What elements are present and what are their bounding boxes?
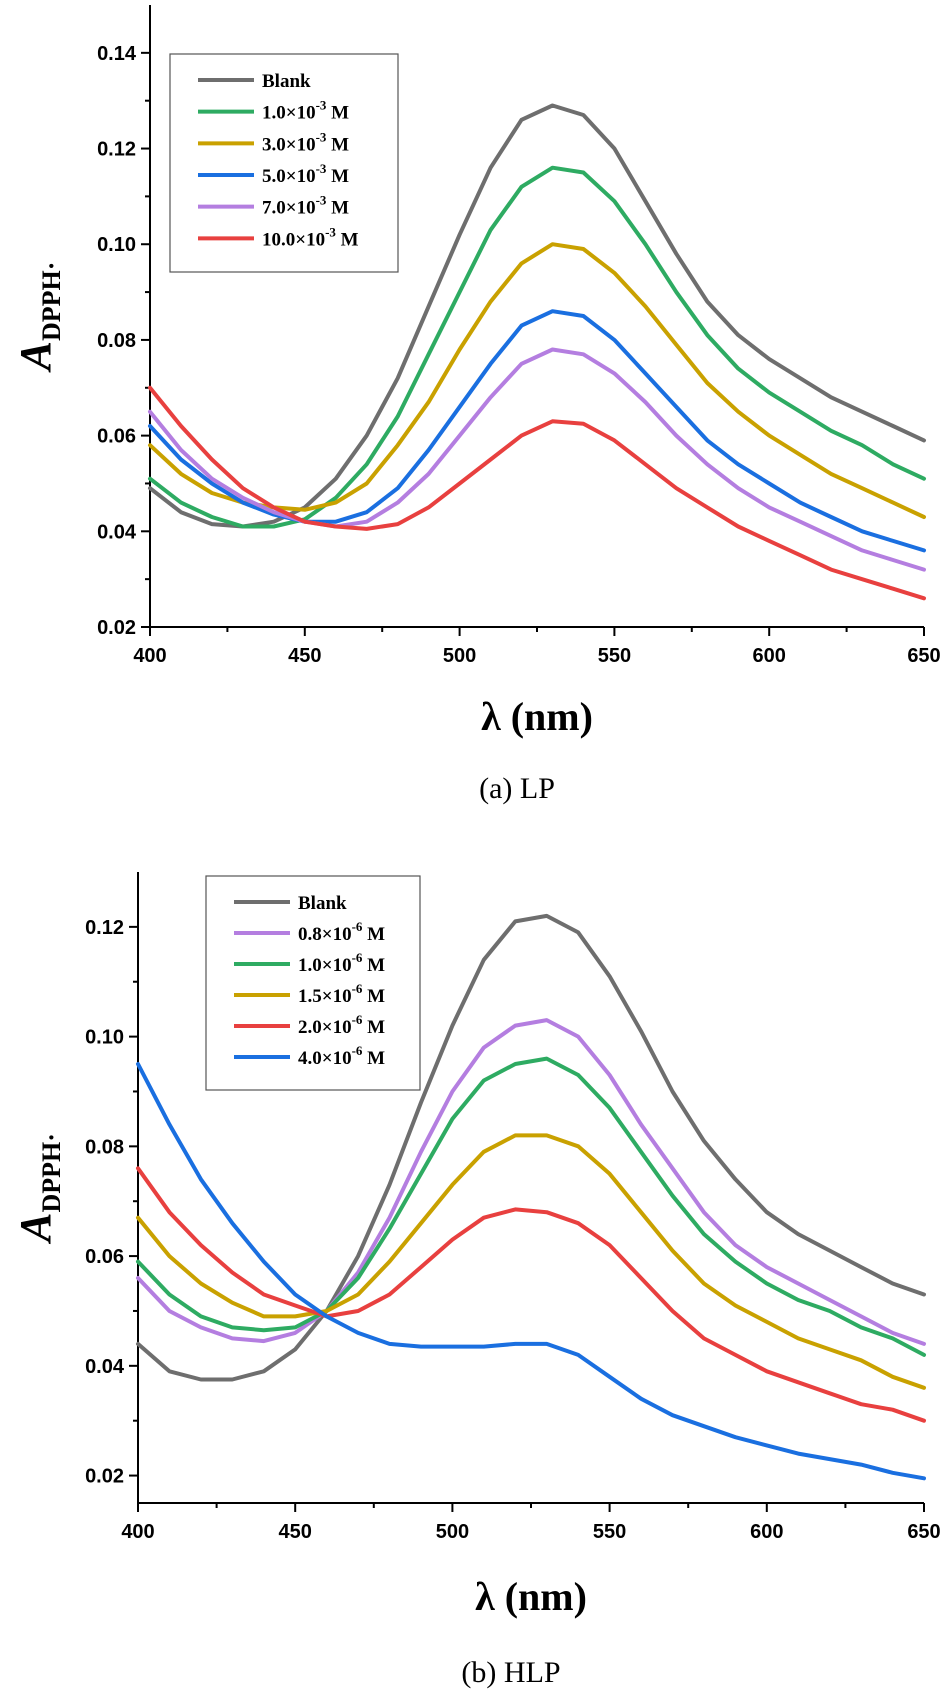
chart-panel-2: 400 450 500 550 600 650 0.02 0.04 0.06 0.08 0.10 0.… [11, 872, 941, 1689]
series-line-4 [148, 309, 926, 553]
y-axis-label: ADPPH· [11, 262, 66, 374]
x-tick-label: 450 [288, 645, 321, 667]
legend-label: 0.8×10-6 M [298, 919, 385, 945]
legend-label: 4.0×10-6 M [298, 1043, 385, 1069]
series-line-1 [148, 103, 926, 529]
y-tick-label: 0.06 [97, 426, 136, 448]
series-line-5 [148, 347, 926, 572]
series-line-5 [136, 1166, 926, 1423]
y-axis-label: ADPPH· [11, 1133, 66, 1245]
y-tick-label: 0.10 [97, 234, 136, 256]
legend-label: Blank [298, 893, 347, 914]
legend-label: 1.0×10-6 M [298, 950, 385, 976]
legend-label: 2.0×10-6 M [298, 1012, 385, 1038]
legend: Blank 1.0×10-3 M 3.0×10-3 M 5.0×10-3 M 7.0×1… [169, 53, 399, 273]
series-line-3 [148, 242, 926, 519]
x-tick-label: 400 [121, 1521, 154, 1543]
y-tick-label: 0.08 [97, 330, 136, 352]
series-line-2 [148, 165, 926, 529]
y-tick-label: 0.04 [97, 521, 137, 543]
series-line-6 [148, 385, 926, 601]
legend: Blank 0.8×10-6 M 1.0×10-6 M 1.5×10-6 M 2.0×1… [205, 875, 421, 1091]
series-line-3 [136, 1056, 926, 1357]
series-line-2 [136, 1018, 926, 1346]
y-tick-label: 0.06 [85, 1246, 124, 1268]
y-tick-label: 0.10 [85, 1027, 124, 1049]
y-tick-label: 0.12 [97, 139, 136, 161]
x-tick-label: 500 [443, 645, 476, 667]
x-tick-label: 500 [436, 1521, 469, 1543]
panel-caption: (a) LP [479, 772, 555, 805]
legend-label: 3.0×10-3 M [262, 129, 349, 155]
legend-box [169, 53, 399, 273]
x-tick-label: 650 [907, 645, 940, 667]
y-tick-label: 0.02 [85, 1466, 124, 1488]
y-tick-label: 0.14 [97, 43, 137, 65]
legend-label: 1.0×10-3 M [262, 98, 349, 124]
series-line-1 [136, 913, 926, 1382]
series-line-4 [136, 1133, 926, 1390]
x-tick-label: 600 [753, 645, 786, 667]
x-axis-label: λ (nm) [475, 1574, 587, 1619]
legend-label: 1.5×10-6 M [298, 981, 385, 1007]
x-tick-label: 450 [279, 1521, 312, 1543]
legend-box [205, 875, 421, 1091]
legend-label: 10.0×10-3 M [262, 224, 359, 250]
series-line-6 [136, 1062, 926, 1481]
chart-panel-1: 400 450 500 550 600 650 0.02 0.04 0.06 0.08 0.10 0.… [11, 5, 941, 805]
x-axis-label: λ (nm) [481, 694, 593, 739]
panel-caption: (b) HLP [461, 1656, 560, 1689]
y-tick-label: 0.02 [97, 617, 136, 639]
x-tick-label: 650 [907, 1521, 940, 1543]
x-tick-label: 400 [133, 645, 166, 667]
y-tick-label: 0.08 [85, 1136, 124, 1158]
y-tick-label: 0.12 [85, 917, 124, 939]
x-tick-label: 600 [750, 1521, 783, 1543]
x-tick-label: 550 [598, 645, 631, 667]
y-tick-label: 0.04 [85, 1356, 125, 1378]
legend-label: Blank [262, 71, 311, 92]
legend-label: 7.0×10-3 M [262, 193, 349, 219]
legend-label: 5.0×10-3 M [262, 161, 349, 187]
x-tick-label: 550 [593, 1521, 626, 1543]
